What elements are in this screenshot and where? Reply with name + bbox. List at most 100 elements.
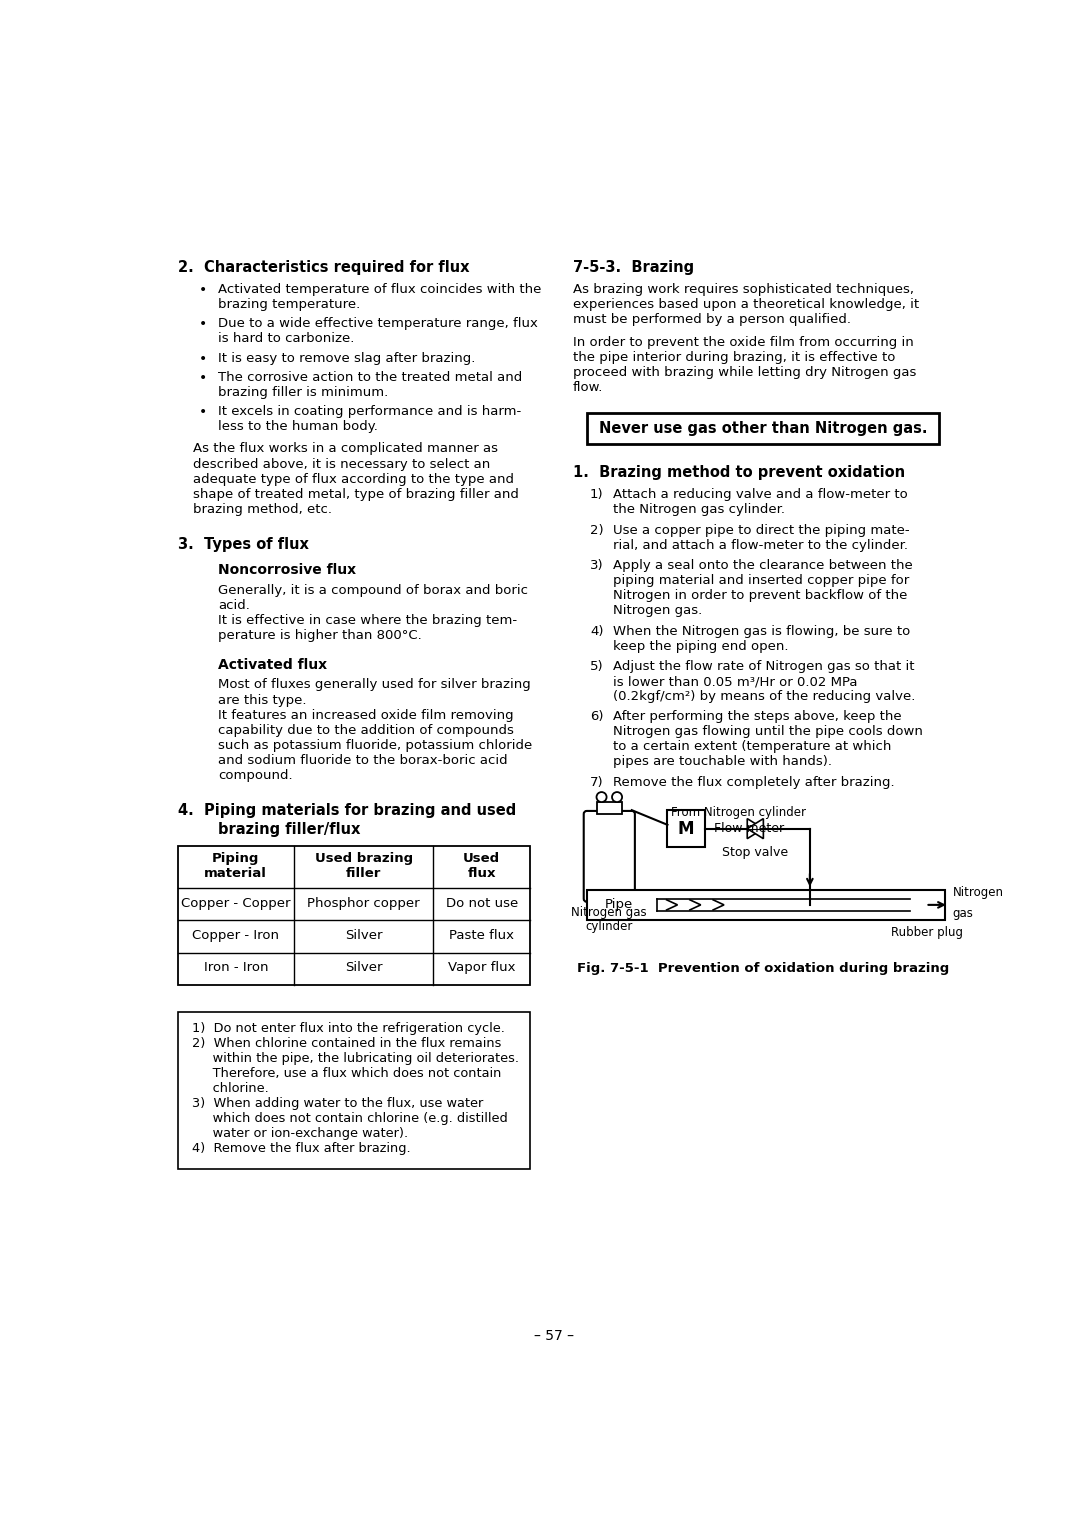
Text: M: M [678, 819, 694, 837]
Text: Most of fluxes generally used for silver brazing: Most of fluxes generally used for silver… [218, 679, 530, 691]
Text: brazing filler is minimum.: brazing filler is minimum. [218, 386, 388, 400]
Text: 6): 6) [590, 711, 604, 723]
Text: Activated temperature of flux coincides with the: Activated temperature of flux coincides … [218, 284, 541, 296]
Text: flow.: flow. [572, 381, 604, 393]
Text: pipes are touchable with hands).: pipes are touchable with hands). [613, 755, 833, 769]
FancyBboxPatch shape [597, 802, 622, 814]
Text: It features an increased oxide film removing: It features an increased oxide film remo… [218, 709, 514, 721]
Text: Pipe: Pipe [605, 898, 634, 912]
Text: experiences based upon a theoretical knowledge, it: experiences based upon a theoretical kno… [572, 297, 919, 311]
Text: Do not use: Do not use [446, 897, 518, 909]
Text: Copper - Copper: Copper - Copper [181, 897, 291, 909]
Text: Rubber plug: Rubber plug [891, 926, 963, 939]
Text: brazing temperature.: brazing temperature. [218, 297, 360, 311]
Text: Paste flux: Paste flux [449, 929, 514, 942]
Text: brazing method, etc.: brazing method, etc. [193, 503, 333, 515]
Text: water or ion-exchange water).: water or ion-exchange water). [191, 1127, 408, 1141]
Text: the Nitrogen gas cylinder.: the Nitrogen gas cylinder. [613, 503, 785, 517]
Text: Nitrogen gas: Nitrogen gas [571, 906, 647, 920]
Text: acid.: acid. [218, 599, 249, 612]
Text: 3)  When adding water to the flux, use water: 3) When adding water to the flux, use wa… [191, 1096, 483, 1110]
Text: compound.: compound. [218, 769, 293, 782]
Text: 4): 4) [590, 625, 604, 637]
Text: Vapor flux: Vapor flux [448, 961, 515, 974]
FancyBboxPatch shape [583, 811, 635, 901]
Circle shape [596, 791, 607, 802]
Text: the pipe interior during brazing, it is effective to: the pipe interior during brazing, it is … [572, 351, 895, 364]
Text: perature is higher than 800°C.: perature is higher than 800°C. [218, 628, 421, 642]
Text: Remove the flux completely after brazing.: Remove the flux completely after brazing… [613, 776, 895, 788]
Text: Activated flux: Activated flux [218, 657, 327, 671]
Text: Noncorrosive flux: Noncorrosive flux [218, 563, 356, 576]
Text: (0.2kgf/cm²) by means of the reducing valve.: (0.2kgf/cm²) by means of the reducing va… [613, 689, 916, 703]
Text: It is easy to remove slag after brazing.: It is easy to remove slag after brazing. [218, 352, 475, 364]
Text: less to the human body.: less to the human body. [218, 421, 378, 433]
Text: As brazing work requires sophisticated techniques,: As brazing work requires sophisticated t… [572, 284, 914, 296]
FancyBboxPatch shape [177, 846, 530, 985]
Text: Never use gas other than Nitrogen gas.: Never use gas other than Nitrogen gas. [599, 421, 928, 436]
Text: material: material [204, 868, 267, 880]
Text: 5): 5) [590, 660, 604, 673]
FancyBboxPatch shape [177, 1013, 530, 1168]
Text: The corrosive action to the treated metal and: The corrosive action to the treated meta… [218, 371, 522, 384]
Text: rial, and attach a flow-meter to the cylinder.: rial, and attach a flow-meter to the cyl… [613, 538, 908, 552]
Text: Stop valve: Stop valve [723, 846, 788, 860]
Text: within the pipe, the lubricating oil deteriorates.: within the pipe, the lubricating oil det… [191, 1052, 518, 1064]
Text: It excels in coating performance and is harm-: It excels in coating performance and is … [218, 406, 522, 418]
Text: must be performed by a person qualified.: must be performed by a person qualified. [572, 313, 851, 326]
Text: and sodium fluoride to the borax-boric acid: and sodium fluoride to the borax-boric a… [218, 753, 508, 767]
Text: Due to a wide effective temperature range, flux: Due to a wide effective temperature rang… [218, 317, 538, 331]
Text: described above, it is necessary to select an: described above, it is necessary to sele… [193, 458, 490, 471]
Text: Nitrogen gas.: Nitrogen gas. [613, 604, 702, 618]
Text: chlorine.: chlorine. [191, 1081, 268, 1095]
Text: •: • [200, 406, 207, 419]
Text: 3.  Types of flux: 3. Types of flux [177, 537, 309, 552]
FancyBboxPatch shape [586, 413, 940, 444]
Text: Adjust the flow rate of Nitrogen gas so that it: Adjust the flow rate of Nitrogen gas so … [613, 660, 915, 673]
Text: proceed with brazing while letting dry Nitrogen gas: proceed with brazing while letting dry N… [572, 366, 916, 378]
Text: From Nitrogen cylinder: From Nitrogen cylinder [671, 807, 806, 819]
Text: Apply a seal onto the clearance between the: Apply a seal onto the clearance between … [613, 560, 913, 572]
FancyBboxPatch shape [586, 891, 945, 920]
Text: Nitrogen gas flowing until the pipe cools down: Nitrogen gas flowing until the pipe cool… [613, 726, 923, 738]
Text: 1): 1) [590, 488, 604, 502]
Text: In order to prevent the oxide film from occurring in: In order to prevent the oxide film from … [572, 336, 914, 349]
Text: which does not contain chlorine (e.g. distilled: which does not contain chlorine (e.g. di… [191, 1112, 508, 1125]
Text: is hard to carbonize.: is hard to carbonize. [218, 332, 354, 345]
Text: Iron - Iron: Iron - Iron [203, 961, 268, 974]
Text: Therefore, use a flux which does not contain: Therefore, use a flux which does not con… [191, 1068, 501, 1080]
Text: 2)  When chlorine contained in the flux remains: 2) When chlorine contained in the flux r… [191, 1037, 501, 1049]
Text: keep the piping end open.: keep the piping end open. [613, 639, 788, 653]
Text: is lower than 0.05 m³/Hr or 0.02 MPa: is lower than 0.05 m³/Hr or 0.02 MPa [613, 676, 858, 688]
Text: Phosphor copper: Phosphor copper [308, 897, 420, 909]
Text: Silver: Silver [345, 961, 382, 974]
Text: cylinder: cylinder [585, 920, 633, 932]
Text: 1)  Do not enter flux into the refrigeration cycle.: 1) Do not enter flux into the refrigerat… [191, 1022, 504, 1035]
Text: It is effective in case where the brazing tem-: It is effective in case where the brazin… [218, 615, 517, 627]
Text: gas: gas [953, 907, 973, 920]
Polygon shape [747, 819, 764, 839]
Text: Generally, it is a compound of borax and boric: Generally, it is a compound of borax and… [218, 584, 528, 596]
Text: Copper - Iron: Copper - Iron [192, 929, 280, 942]
Text: Fig. 7-5-1  Prevention of oxidation during brazing: Fig. 7-5-1 Prevention of oxidation durin… [577, 962, 949, 974]
Text: 1.  Brazing method to prevent oxidation: 1. Brazing method to prevent oxidation [572, 465, 905, 480]
Text: are this type.: are this type. [218, 694, 307, 706]
Text: 4.  Piping materials for brazing and used: 4. Piping materials for brazing and used [177, 802, 516, 817]
Text: brazing filler/flux: brazing filler/flux [218, 822, 361, 837]
Text: shape of treated metal, type of brazing filler and: shape of treated metal, type of brazing … [193, 488, 519, 500]
Text: piping material and inserted copper pipe for: piping material and inserted copper pipe… [613, 573, 909, 587]
Text: 2.  Characteristics required for flux: 2. Characteristics required for flux [177, 259, 469, 274]
Text: – 57 –: – 57 – [534, 1328, 573, 1342]
Text: Used: Used [463, 852, 500, 865]
Text: Nitrogen: Nitrogen [953, 886, 1003, 898]
Text: to a certain extent (temperature at which: to a certain extent (temperature at whic… [613, 741, 892, 753]
Text: As the flux works in a complicated manner as: As the flux works in a complicated manne… [193, 442, 498, 456]
Text: Nitrogen in order to prevent backflow of the: Nitrogen in order to prevent backflow of… [613, 589, 907, 602]
Text: Used brazing: Used brazing [314, 852, 413, 865]
Text: Attach a reducing valve and a flow-meter to: Attach a reducing valve and a flow-meter… [613, 488, 908, 502]
Text: •: • [200, 317, 207, 331]
Text: such as potassium fluoride, potassium chloride: such as potassium fluoride, potassium ch… [218, 738, 532, 752]
Text: Flow meter: Flow meter [714, 822, 784, 836]
Text: flux: flux [468, 868, 496, 880]
Text: •: • [200, 352, 207, 366]
